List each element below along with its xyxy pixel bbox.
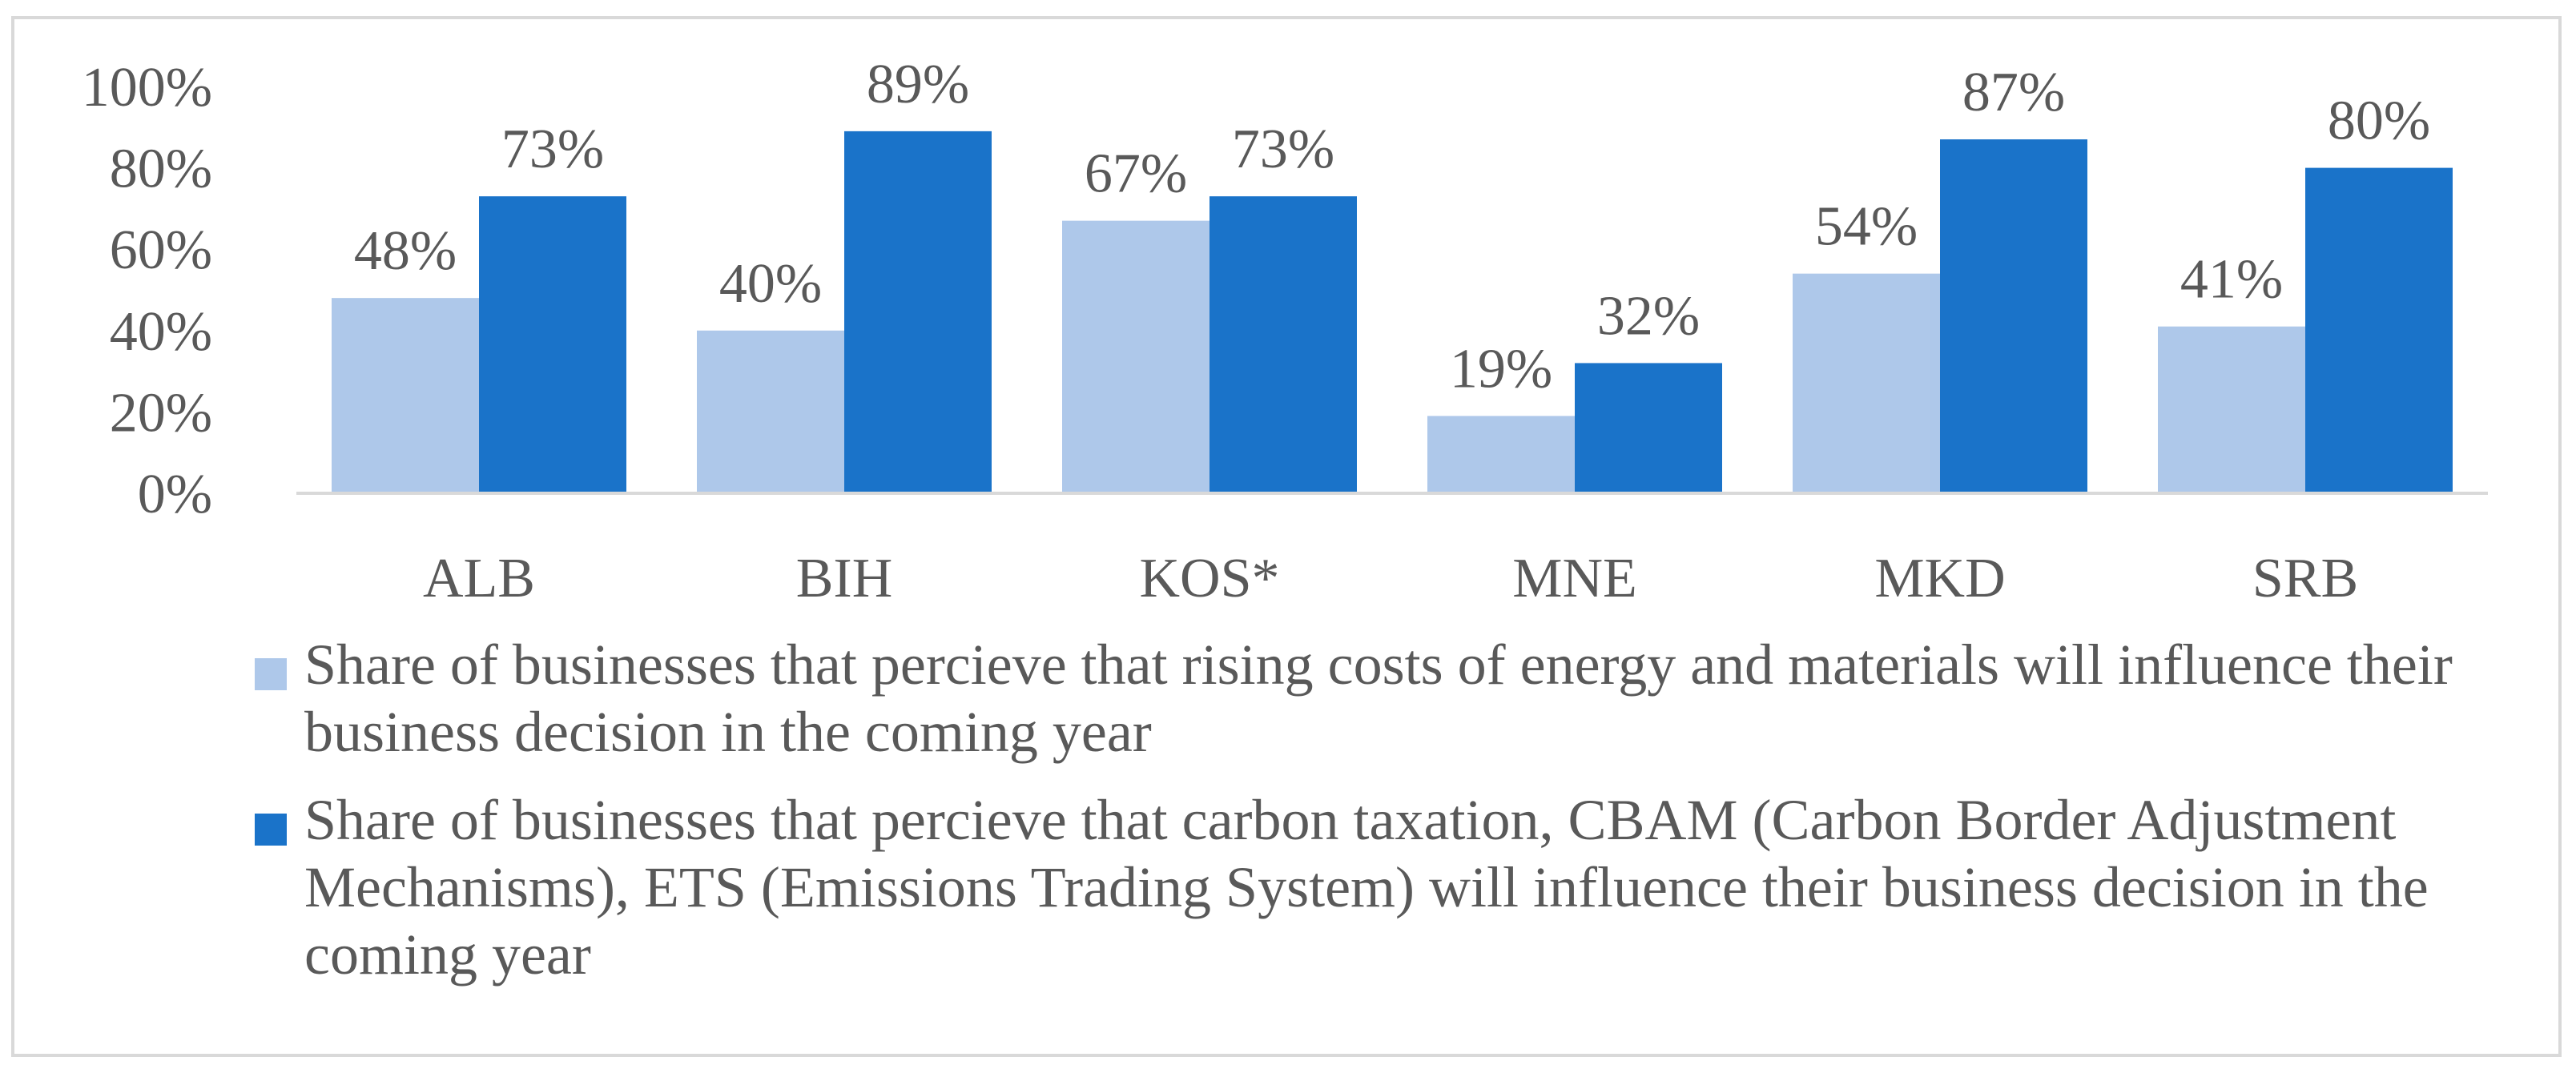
data-label: 80% bbox=[2328, 90, 2430, 152]
bar-mkd-series-2 bbox=[1940, 139, 2087, 494]
y-tick-label: 80% bbox=[110, 139, 212, 200]
bar-bih-series-2 bbox=[844, 131, 992, 493]
bar-kos-series-1 bbox=[1062, 220, 1210, 493]
data-label: 73% bbox=[1232, 119, 1334, 180]
data-label: 40% bbox=[719, 253, 822, 315]
data-label: 32% bbox=[1597, 285, 1700, 347]
data-label: 89% bbox=[867, 54, 969, 115]
x-tick-label: KOS* bbox=[1139, 548, 1279, 609]
data-label: 87% bbox=[1962, 62, 2065, 123]
data-label: 48% bbox=[354, 220, 457, 282]
legend-entry-energy-costs: Share of businesses that percieve that r… bbox=[255, 631, 2498, 766]
chart-frame bbox=[11, 16, 2562, 1057]
legend-swatch-energy-costs bbox=[255, 658, 287, 690]
bar-mne-series-1 bbox=[1427, 416, 1575, 493]
x-tick-label: ALB bbox=[423, 548, 535, 609]
legend-swatch-carbon-taxation bbox=[255, 814, 287, 846]
data-label: 67% bbox=[1085, 143, 1187, 205]
x-tick-label: SRB bbox=[2252, 548, 2358, 609]
data-label: 54% bbox=[1815, 196, 1918, 258]
x-tick-label: BIH bbox=[796, 548, 893, 609]
data-label: 41% bbox=[2180, 249, 2283, 311]
x-tick-label: MNE bbox=[1512, 548, 1637, 609]
x-tick-label: MKD bbox=[1874, 548, 2005, 609]
legend-entry-carbon-taxation: Share of businesses that percieve that c… bbox=[255, 786, 2498, 988]
y-tick-label: 20% bbox=[110, 382, 212, 444]
legend-label-energy-costs: Share of businesses that percieve that r… bbox=[304, 633, 2453, 764]
legend-label-carbon-taxation: Share of businesses that percieve that c… bbox=[304, 788, 2429, 987]
data-label: 19% bbox=[1450, 338, 1552, 400]
bar-alb-series-2 bbox=[479, 196, 626, 493]
y-tick-label: 100% bbox=[82, 57, 212, 119]
bar-bih-series-1 bbox=[697, 330, 844, 493]
y-tick-label: 60% bbox=[110, 219, 212, 281]
bar-srb-series-1 bbox=[2158, 326, 2305, 493]
chart-legend: Share of businesses that percieve that r… bbox=[255, 631, 2498, 988]
y-tick-label: 40% bbox=[110, 301, 212, 363]
bar-mne-series-2 bbox=[1575, 363, 1722, 493]
bar-kos-series-2 bbox=[1210, 196, 1357, 493]
bar-mkd-series-1 bbox=[1793, 273, 1940, 493]
data-label: 73% bbox=[501, 119, 604, 180]
bar-srb-series-2 bbox=[2305, 167, 2453, 493]
y-tick-label: 0% bbox=[138, 464, 212, 525]
bar-alb-series-1 bbox=[332, 298, 479, 493]
